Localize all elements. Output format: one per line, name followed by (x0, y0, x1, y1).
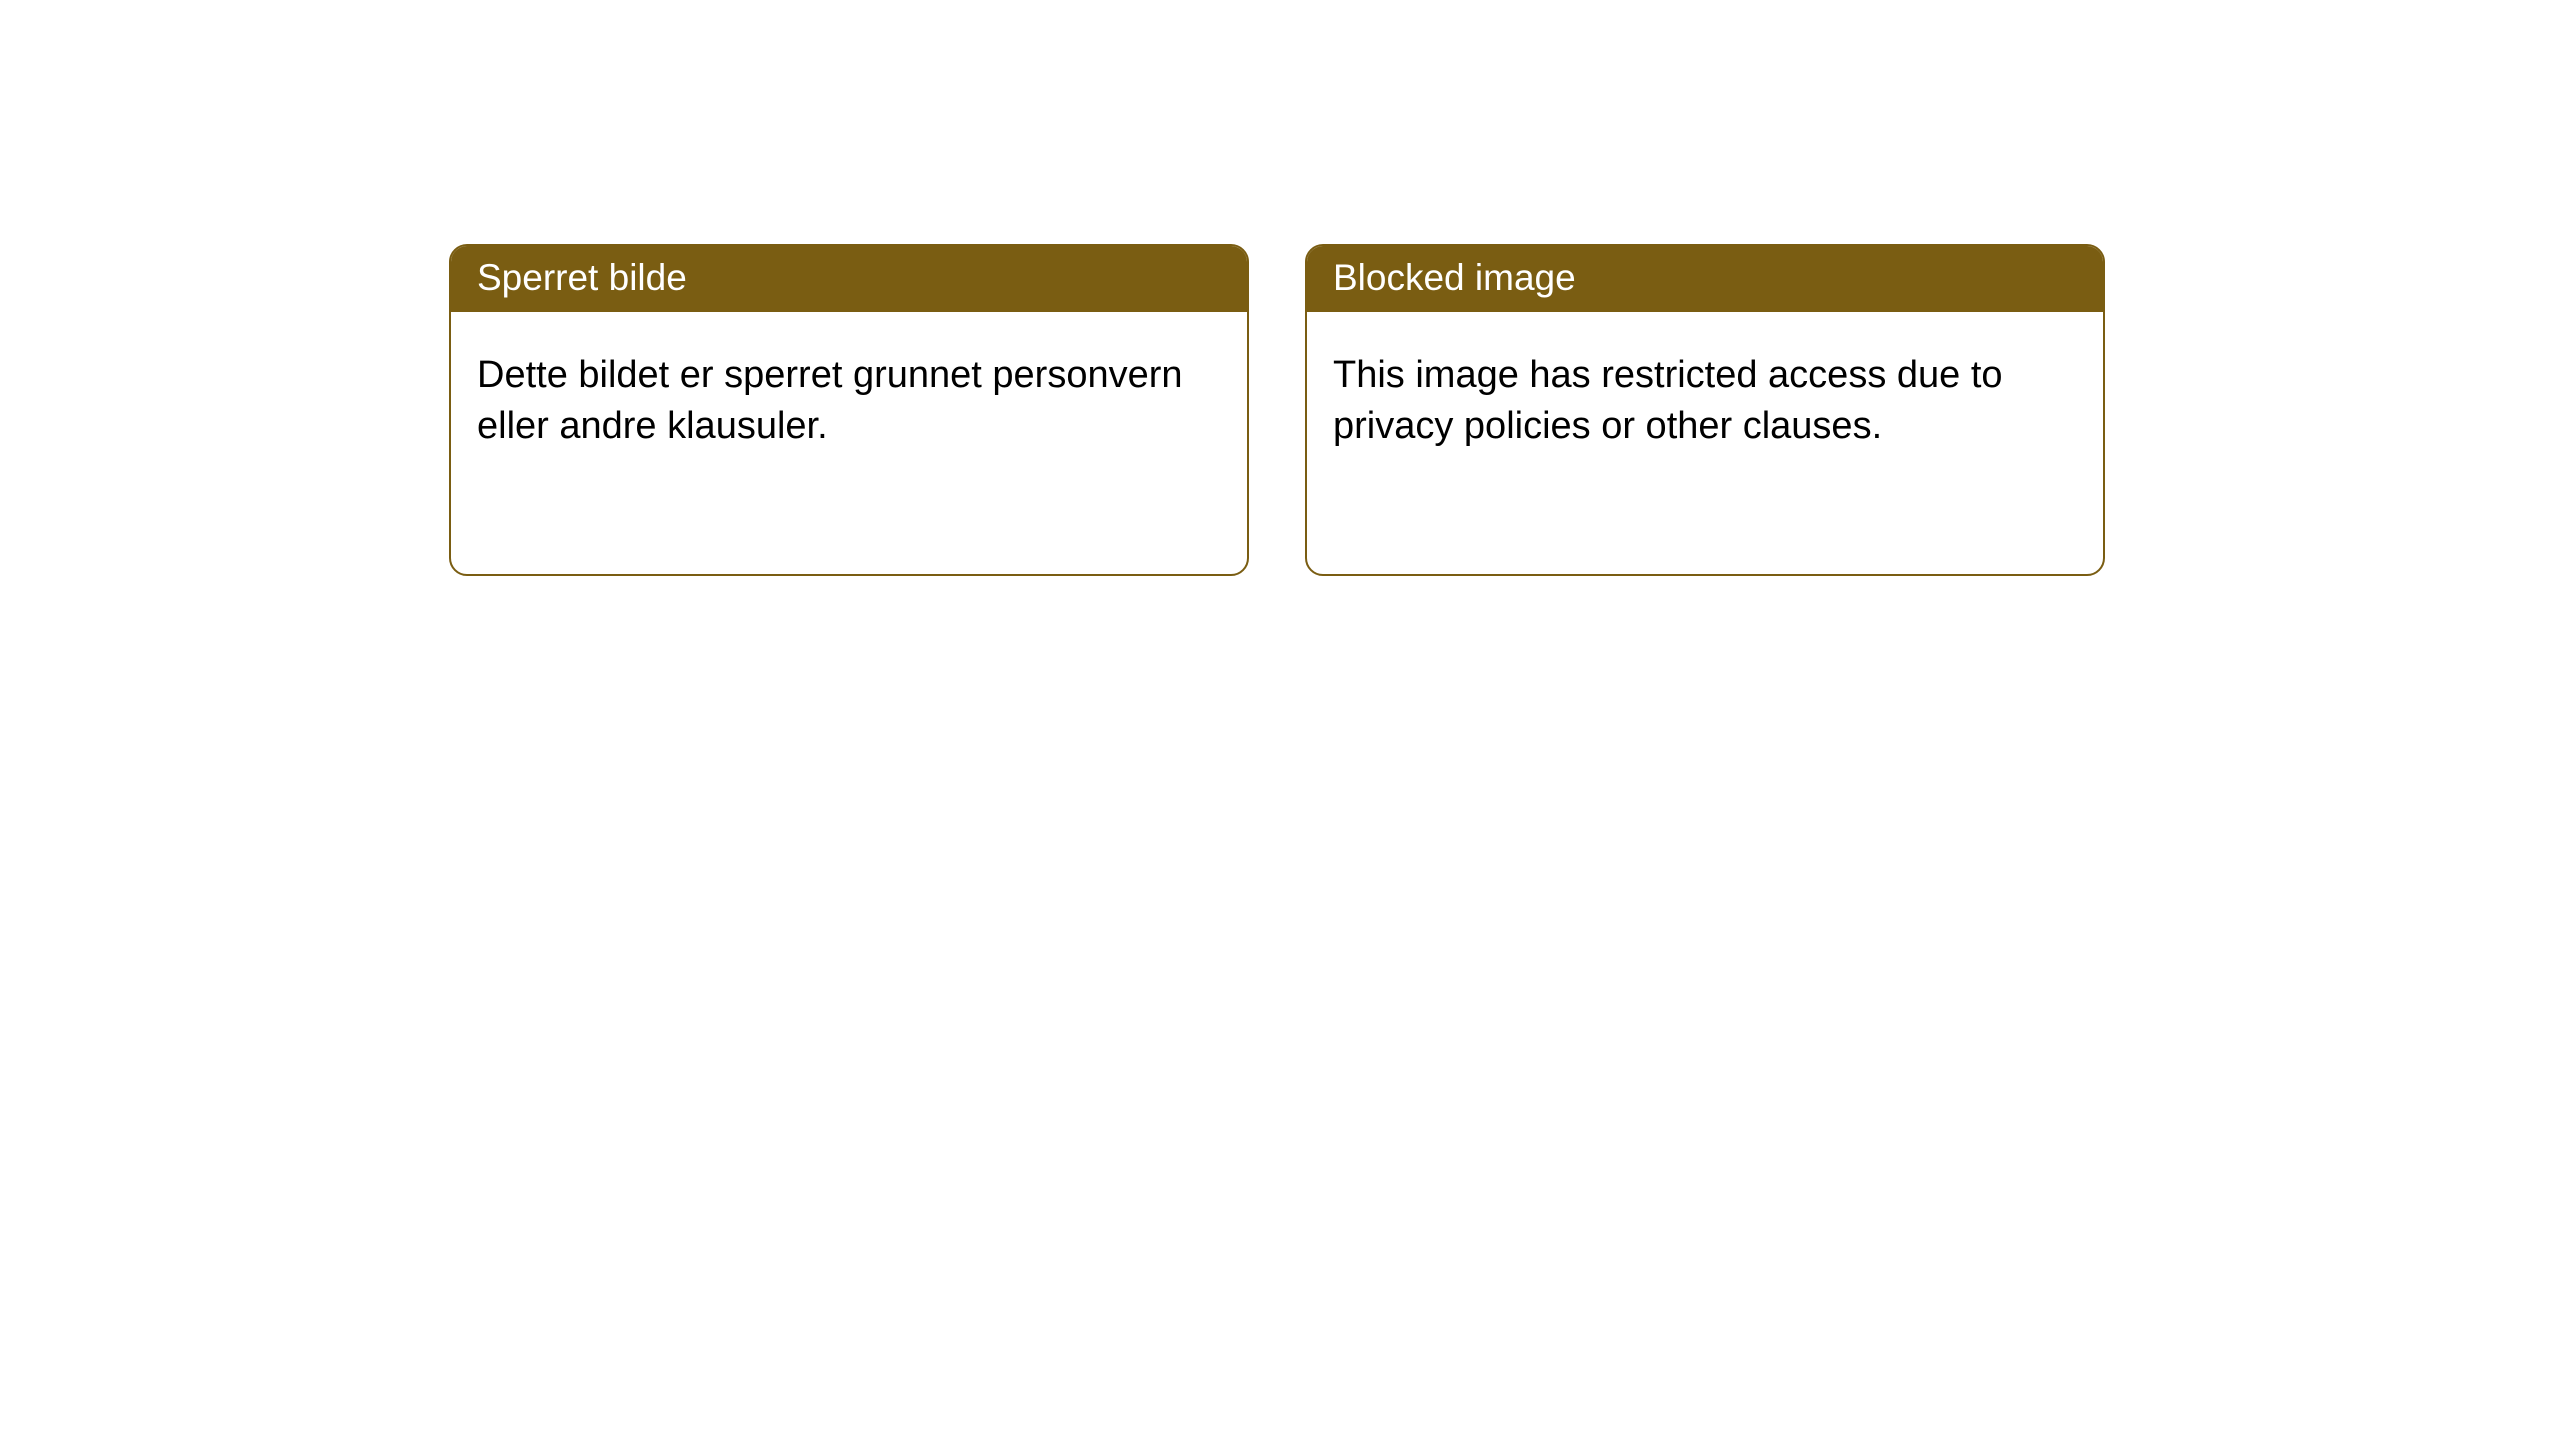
card-body-english: This image has restricted access due to … (1307, 312, 2103, 479)
card-title-norwegian: Sperret bilde (451, 246, 1247, 312)
blocked-notice-card-english: Blocked image This image has restricted … (1305, 244, 2105, 576)
blocked-notice-card-norwegian: Sperret bilde Dette bildet er sperret gr… (449, 244, 1249, 576)
notice-container: Sperret bilde Dette bildet er sperret gr… (0, 0, 2560, 576)
card-title-english: Blocked image (1307, 246, 2103, 312)
card-body-norwegian: Dette bildet er sperret grunnet personve… (451, 312, 1247, 479)
